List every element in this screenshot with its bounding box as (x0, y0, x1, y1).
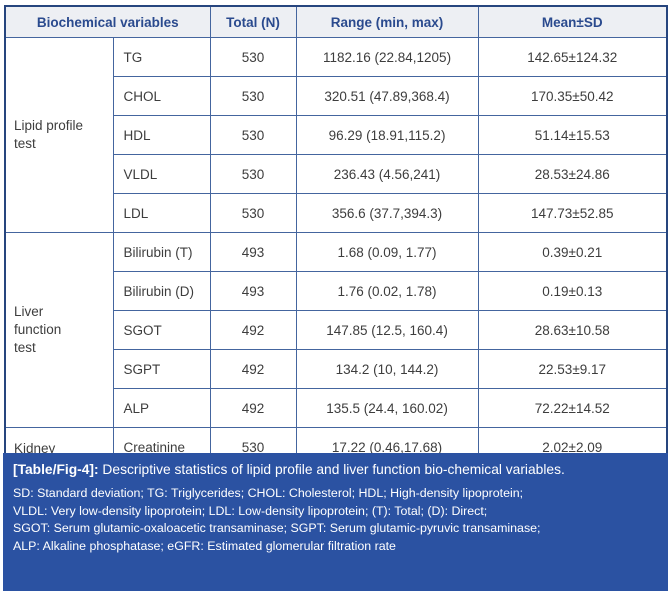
figure-caption: [Table/Fig-4]: Descriptive statistics of… (13, 460, 613, 479)
footnote-line: SGOT: Serum glutamic-oxaloacetic transam… (13, 521, 541, 536)
header-range: Range (min, max) (295, 5, 479, 38)
table-row-bilirubin-d: Bilirubin (D) 493 1.76 (0.02, 1.78) 0.19… (5, 271, 668, 311)
figure-caption-panel: [Table/Fig-4]: Descriptive statistics of… (3, 453, 668, 591)
variable-cell: ALP (112, 388, 211, 428)
header-mean-sd: Mean±SD (477, 5, 668, 38)
variable-cell: Bilirubin (D) (112, 271, 211, 311)
header-row: Biochemical variables Total (N) Range (m… (4, 5, 668, 38)
total-cell: 492 (209, 388, 297, 428)
variable-cell: HDL (112, 115, 211, 155)
mean-sd-cell: 0.39±0.21 (477, 232, 668, 272)
header-total-n: Total (N) (209, 5, 297, 38)
mean-sd-cell: 28.63±10.58 (477, 310, 668, 350)
total-cell: 492 (209, 349, 297, 389)
range-cell: 96.29 (18.91,115.2) (295, 115, 479, 155)
table-row-bilirubin-t: Liver function test Bilirubin (T) 493 1.… (4, 232, 668, 428)
range-cell: 1.76 (0.02, 1.78) (295, 271, 479, 311)
figure-caption-text: Descriptive statistics of lipid profile … (98, 462, 565, 477)
variable-cell: CHOL (112, 76, 211, 116)
mean-sd-cell: 22.53±9.17 (477, 349, 668, 389)
table-row-tg: Lipid profile test TG 530 1182.16 (22.84… (4, 37, 668, 233)
variable-cell: LDL (112, 193, 211, 233)
mean-sd-cell: 142.65±124.32 (477, 37, 668, 77)
table-row-sgpt: SGPT 492 134.2 (10, 144.2) 22.53±9.17 (5, 349, 668, 389)
range-cell: 135.5 (24.4, 160.02) (295, 388, 479, 428)
table-row-chol: CHOL 530 320.51 (47.89,368.4) 170.35±50.… (5, 76, 668, 116)
mean-sd-cell: 147.73±52.85 (477, 193, 668, 233)
total-cell: 530 (209, 115, 297, 155)
group-label-lipid-profile: Lipid profile test (4, 37, 114, 233)
mean-sd-cell: 170.35±50.42 (477, 76, 668, 116)
range-cell: 1182.16 (22.84,1205) (295, 37, 479, 77)
total-cell: 530 (209, 76, 297, 116)
range-cell: 134.2 (10, 144.2) (295, 349, 479, 389)
footnote-line: VLDL: Very low-density lipoprotein; LDL:… (13, 503, 488, 518)
mean-sd-cell: 28.53±24.86 (477, 154, 668, 194)
variable-cell: TG (112, 37, 211, 77)
group-label-liver-function: Liver function test (4, 232, 114, 428)
variable-cell: Bilirubin (T) (112, 232, 211, 272)
footnote-line: ALP: Alkaline phosphatase; eGFR: Estimat… (13, 538, 396, 553)
range-cell: 320.51 (47.89,368.4) (295, 76, 479, 116)
total-cell: 493 (209, 271, 297, 311)
biochemical-variables-table: Biochemical variables Total (N) Range (m… (4, 5, 669, 507)
abbreviation-footnotes: SD: Standard deviation; TG: Triglyceride… (13, 485, 658, 555)
range-cell: 1.68 (0.09, 1.77) (295, 232, 479, 272)
total-cell: 530 (209, 193, 297, 233)
range-cell: 356.6 (37.7,394.3) (295, 193, 479, 233)
variable-cell: VLDL (112, 154, 211, 194)
mean-sd-cell: 72.22±14.52 (477, 388, 668, 428)
mean-sd-cell: 0.19±0.13 (477, 271, 668, 311)
variable-cell: SGPT (112, 349, 211, 389)
mean-sd-cell: 51.14±15.53 (477, 115, 668, 155)
total-cell: 493 (209, 232, 297, 272)
table-row-ldl: LDL 530 356.6 (37.7,394.3) 147.73±52.85 (5, 193, 668, 233)
table-row-hdl: HDL 530 96.29 (18.91,115.2) 51.14±15.53 (5, 115, 668, 155)
total-cell: 530 (209, 37, 297, 77)
table-row-alp: ALP 492 135.5 (24.4, 160.02) 72.22±14.52 (5, 388, 668, 428)
header-biochemical-variables: Biochemical variables (4, 5, 211, 38)
range-cell: 147.85 (12.5, 160.4) (295, 310, 479, 350)
table-row-vldl: VLDL 530 236.43 (4.56,241) 28.53±24.86 (5, 154, 668, 194)
table-row-sgot: SGOT 492 147.85 (12.5, 160.4) 28.63±10.5… (5, 310, 668, 350)
total-cell: 492 (209, 310, 297, 350)
footnote-line: SD: Standard deviation; TG: Triglyceride… (13, 486, 524, 501)
total-cell: 530 (209, 154, 297, 194)
range-cell: 236.43 (4.56,241) (295, 154, 479, 194)
variable-cell: SGOT (112, 310, 211, 350)
figure-caption-label: [Table/Fig-4]: (13, 462, 99, 477)
